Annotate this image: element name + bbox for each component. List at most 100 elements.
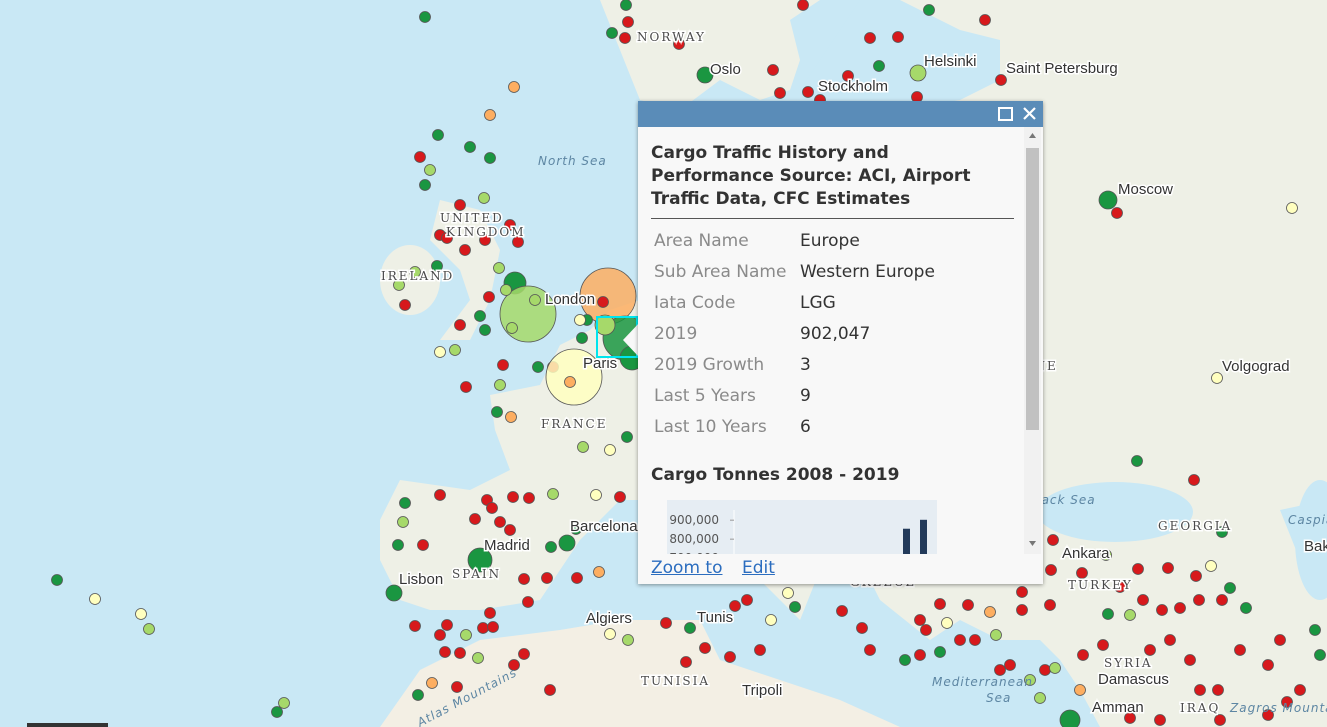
airport-marker[interactable]: [782, 587, 794, 599]
airport-marker[interactable]: [419, 11, 431, 23]
airport-marker[interactable]: [143, 623, 155, 635]
airport-marker[interactable]: [506, 322, 518, 334]
airport-marker[interactable]: [484, 607, 496, 619]
airport-marker[interactable]: [484, 152, 496, 164]
airport-marker[interactable]: [1039, 664, 1051, 676]
airport-marker[interactable]: [508, 81, 520, 93]
airport-marker[interactable]: [729, 600, 741, 612]
airport-marker[interactable]: [1164, 634, 1176, 646]
airport-marker[interactable]: [529, 294, 541, 306]
airport-marker[interactable]: [1024, 674, 1036, 686]
airport-marker[interactable]: [434, 489, 446, 501]
airport-marker[interactable]: [512, 236, 524, 248]
airport-marker[interactable]: [577, 441, 589, 453]
airport-marker[interactable]: [469, 513, 481, 525]
airport-marker[interactable]: [486, 502, 498, 514]
airport-marker[interactable]: [1262, 709, 1274, 721]
airport-marker[interactable]: [774, 87, 786, 99]
airport-marker[interactable]: [842, 70, 854, 82]
airport-marker[interactable]: [523, 492, 535, 504]
airport-marker[interactable]: [439, 646, 451, 658]
airport-marker[interactable]: [1100, 549, 1112, 561]
airport-marker[interactable]: [614, 491, 626, 503]
airport-marker[interactable]: [892, 31, 904, 43]
airport-marker[interactable]: [864, 644, 876, 656]
airport-marker[interactable]: [570, 523, 582, 535]
airport-marker[interactable]: [399, 299, 411, 311]
airport-marker[interactable]: [278, 697, 290, 709]
airport-marker[interactable]: [1205, 560, 1217, 572]
airport-marker[interactable]: [494, 379, 506, 391]
airport-marker[interactable]: [1076, 567, 1088, 579]
airport-marker[interactable]: [518, 573, 530, 585]
airport-marker[interactable]: [990, 629, 1002, 641]
airport-marker[interactable]: [51, 574, 63, 586]
airport-marker[interactable]: [684, 622, 696, 634]
airport-marker[interactable]: [432, 129, 444, 141]
airport-marker[interactable]: [594, 314, 616, 336]
airport-marker[interactable]: [464, 141, 476, 153]
airport-marker[interactable]: [954, 634, 966, 646]
airport-marker[interactable]: [1044, 599, 1056, 611]
airport-marker[interactable]: [497, 359, 509, 371]
airport-marker[interactable]: [1262, 659, 1274, 671]
airport-marker[interactable]: [789, 601, 801, 613]
airport-marker[interactable]: [491, 406, 503, 418]
airport-marker[interactable]: [574, 314, 586, 326]
airport-marker[interactable]: [856, 622, 868, 634]
airport-marker[interactable]: [934, 646, 946, 658]
airport-marker[interactable]: [622, 634, 634, 646]
airport-marker[interactable]: [135, 608, 147, 620]
scroll-thumb[interactable]: [1026, 148, 1039, 430]
airport-marker[interactable]: [1049, 662, 1061, 674]
airport-marker[interactable]: [619, 32, 631, 44]
airport-marker[interactable]: [923, 4, 935, 16]
airport-marker[interactable]: [724, 651, 736, 663]
airport-marker[interactable]: [1184, 654, 1196, 666]
airport-marker[interactable]: [419, 179, 431, 191]
airport-marker[interactable]: [397, 516, 409, 528]
airport-marker[interactable]: [504, 524, 516, 536]
airport-marker[interactable]: [765, 614, 777, 626]
airport-marker[interactable]: [909, 64, 927, 82]
airport-marker[interactable]: [836, 605, 848, 617]
airport-marker[interactable]: [1016, 604, 1028, 616]
airport-marker[interactable]: [1114, 581, 1126, 593]
airport-marker[interactable]: [1156, 604, 1168, 616]
airport-marker[interactable]: [493, 262, 505, 274]
airport-marker[interactable]: [797, 0, 809, 11]
airport-marker[interactable]: [1190, 570, 1202, 582]
airport-marker[interactable]: [547, 488, 559, 500]
airport-marker[interactable]: [620, 0, 632, 11]
airport-marker[interactable]: [914, 614, 926, 626]
airport-marker[interactable]: [941, 617, 953, 629]
airport-marker[interactable]: [699, 642, 711, 654]
airport-marker[interactable]: [399, 497, 411, 509]
airport-marker[interactable]: [1212, 684, 1224, 696]
airport-marker[interactable]: [451, 681, 463, 693]
airport-marker[interactable]: [994, 664, 1006, 676]
airport-marker[interactable]: [1214, 714, 1226, 726]
airport-marker[interactable]: [484, 109, 496, 121]
airport-marker[interactable]: [741, 594, 753, 606]
airport-marker[interactable]: [1074, 684, 1086, 696]
airport-marker[interactable]: [1162, 562, 1174, 574]
airport-marker[interactable]: [1211, 372, 1223, 384]
airport-marker[interactable]: [979, 14, 991, 26]
airport-marker[interactable]: [477, 622, 489, 634]
airport-marker[interactable]: [934, 598, 946, 610]
airport-marker[interactable]: [532, 361, 544, 373]
airport-marker[interactable]: [1131, 455, 1143, 467]
airport-marker[interactable]: [864, 32, 876, 44]
airport-marker[interactable]: [1077, 649, 1089, 661]
airport-marker[interactable]: [460, 381, 472, 393]
airport-marker[interactable]: [414, 151, 426, 163]
airport-marker[interactable]: [434, 346, 446, 358]
airport-marker[interactable]: [1286, 202, 1298, 214]
airport-marker[interactable]: [479, 324, 491, 336]
airport-marker[interactable]: [1188, 474, 1200, 486]
airport-marker[interactable]: [505, 411, 517, 423]
airport-marker[interactable]: [660, 617, 672, 629]
airport-marker[interactable]: [545, 348, 603, 406]
scrollbar[interactable]: [1024, 127, 1041, 554]
